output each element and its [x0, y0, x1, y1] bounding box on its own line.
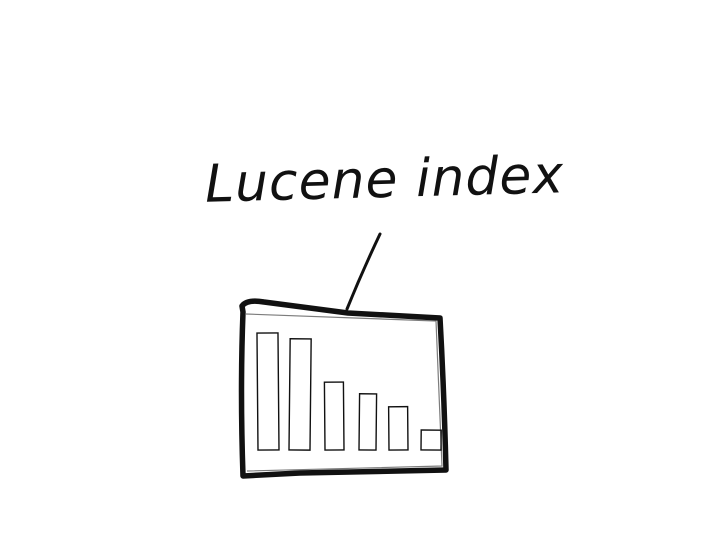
segment-bar [387, 405, 409, 451]
segment-bar [323, 381, 345, 451]
segment-bar [256, 332, 280, 451]
segment-bar [420, 429, 442, 451]
segment-bar [358, 393, 378, 451]
segment-bar [288, 338, 312, 451]
segments-group [256, 332, 442, 451]
index-box-inner-stroke [245, 313, 443, 472]
pointer-line [345, 232, 382, 311]
index-box [238, 298, 449, 479]
